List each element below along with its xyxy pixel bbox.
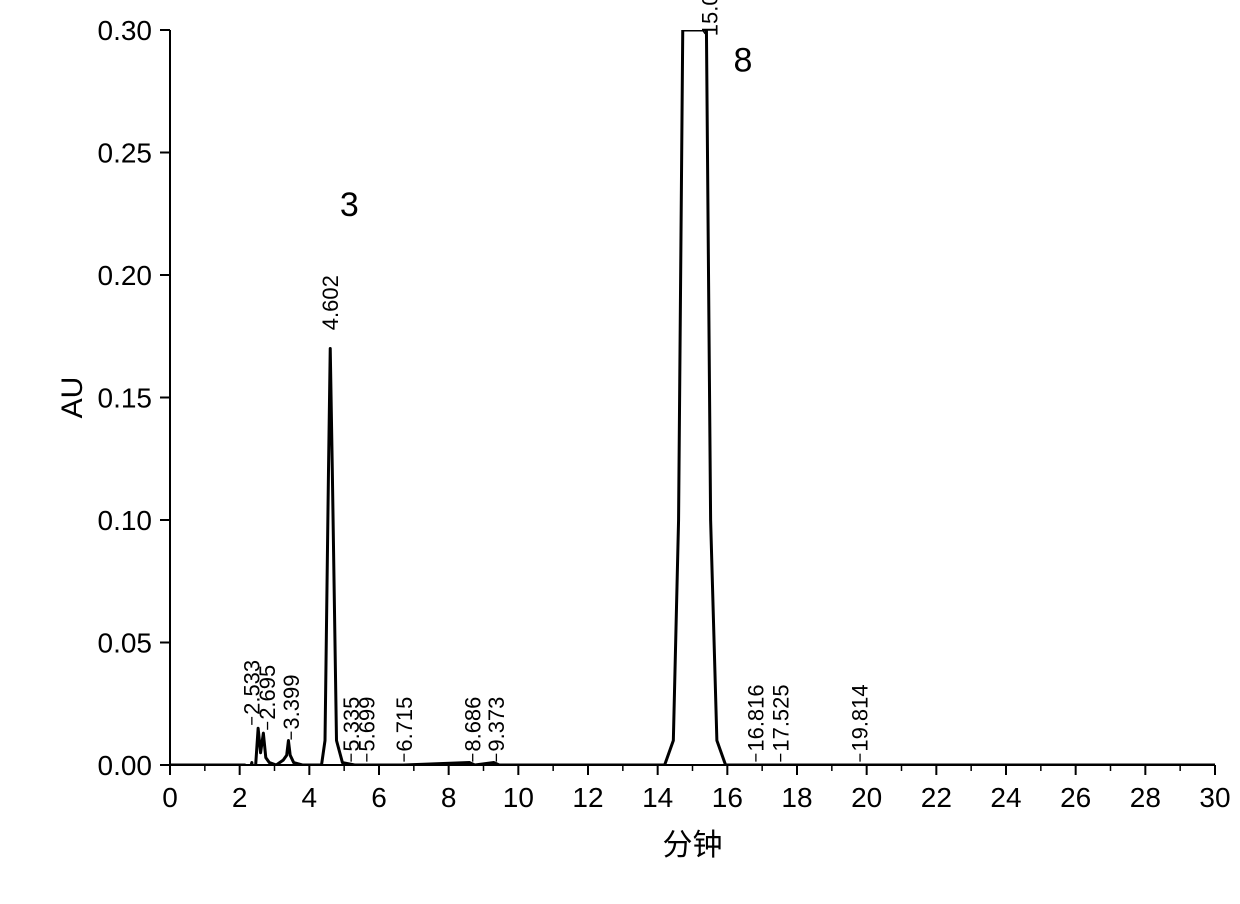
peak-marker-label: 8 <box>734 42 753 80</box>
x-tick-label: 28 <box>1130 782 1161 813</box>
y-tick-label: 0.10 <box>98 505 153 536</box>
x-tick-label: 4 <box>302 782 318 813</box>
peak-rt-label: 3.399 <box>279 675 304 730</box>
y-axis-label: AU <box>56 377 89 419</box>
y-tick-label: 0.20 <box>98 260 153 291</box>
x-tick-label: 6 <box>371 782 387 813</box>
peak-rt-label: 17.525 <box>768 684 793 751</box>
peak-rt-label: 15.061 <box>698 0 723 36</box>
chart-svg: 0246810121416182022242628300.000.050.100… <box>0 0 1240 904</box>
x-tick-label: 16 <box>712 782 743 813</box>
y-tick-label: 0.25 <box>98 137 153 168</box>
x-tick-label: 10 <box>503 782 534 813</box>
x-tick-label: 0 <box>162 782 178 813</box>
x-tick-label: 14 <box>642 782 673 813</box>
x-tick-label: 2 <box>232 782 248 813</box>
chromatogram-chart: 0246810121416182022242628300.000.050.100… <box>0 0 1240 904</box>
y-tick-label: 0.00 <box>98 750 153 781</box>
peak-rt-label: 9.373 <box>484 697 509 752</box>
x-tick-label: 24 <box>990 782 1021 813</box>
x-axis-label: 分钟 <box>663 829 723 862</box>
x-tick-label: 20 <box>851 782 882 813</box>
x-tick-label: 18 <box>781 782 812 813</box>
y-tick-label: 0.30 <box>98 15 153 46</box>
peak-marker-label: 3 <box>340 186 359 224</box>
peak-rt-label: 16.816 <box>744 684 769 751</box>
y-tick-label: 0.05 <box>98 627 153 658</box>
x-tick-label: 26 <box>1060 782 1091 813</box>
peak-rt-label: 19.814 <box>848 684 873 751</box>
chart-background <box>0 0 1240 904</box>
x-tick-label: 8 <box>441 782 457 813</box>
y-tick-label: 0.15 <box>98 382 153 413</box>
peak-rt-label: 2.695 <box>255 665 280 720</box>
x-tick-label: 12 <box>572 782 603 813</box>
peak-rt-label: 5.699 <box>355 697 380 752</box>
peak-rt-label: 8.686 <box>460 697 485 752</box>
peak-rt-label: 6.715 <box>392 697 417 752</box>
peak-rt-label: 4.602 <box>318 275 343 330</box>
x-tick-label: 30 <box>1199 782 1230 813</box>
x-tick-label: 22 <box>921 782 952 813</box>
